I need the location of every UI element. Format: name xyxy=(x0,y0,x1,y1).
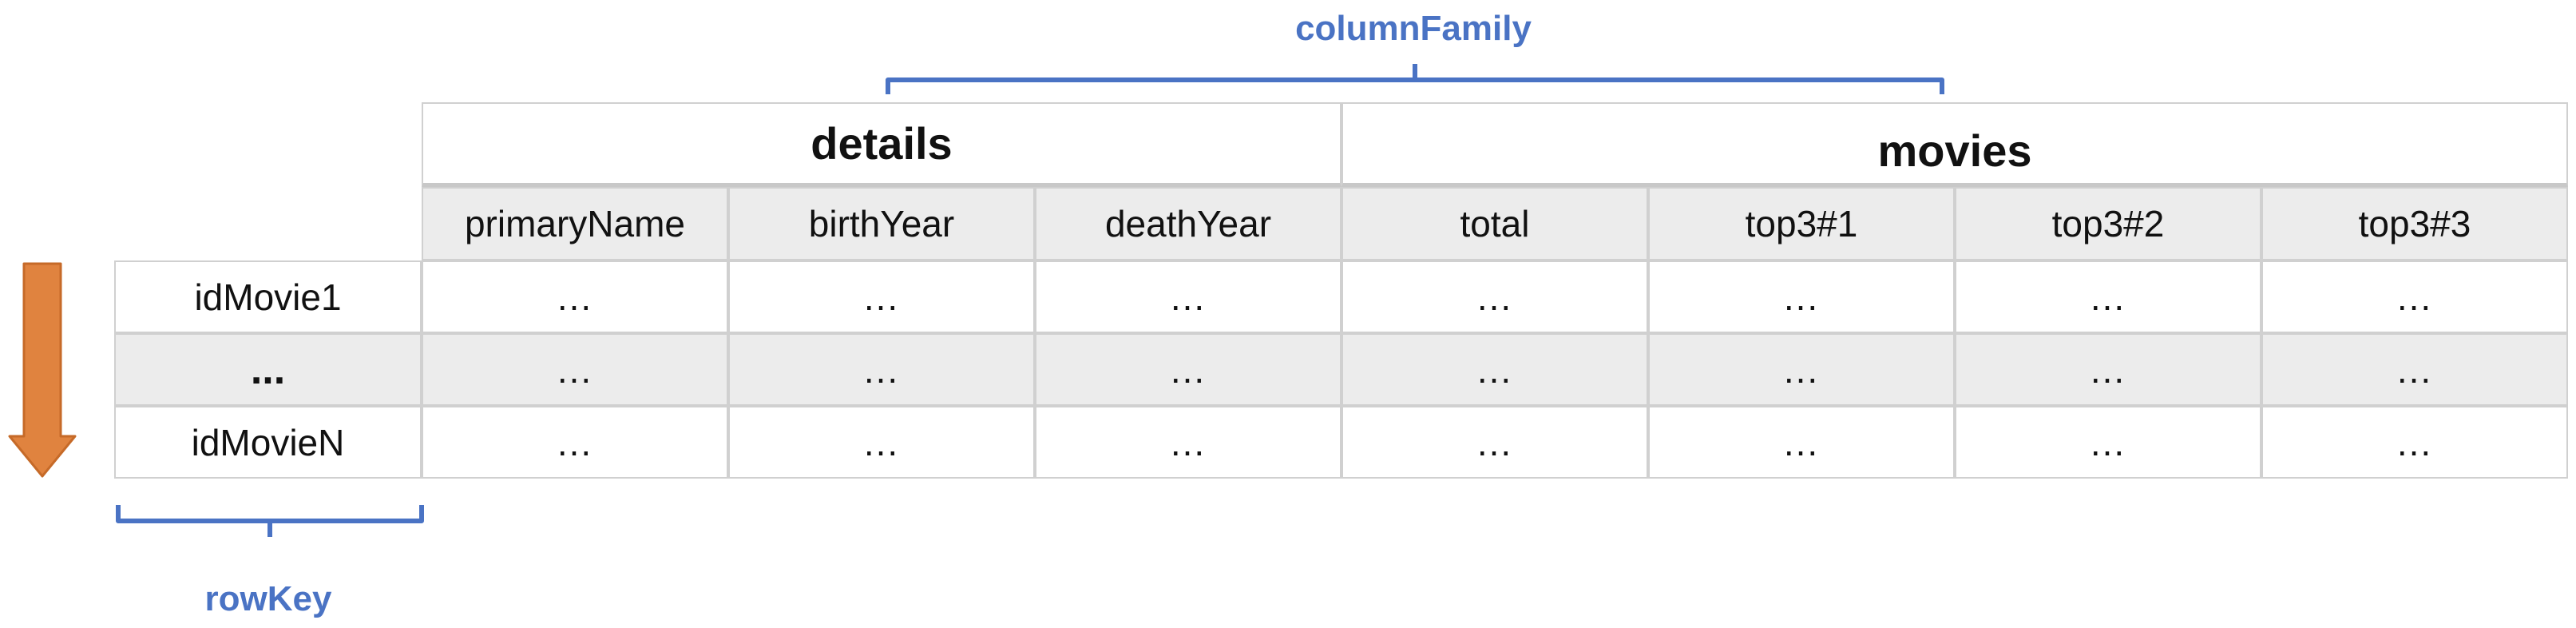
table-cell: ... xyxy=(1035,260,1342,333)
table-cell: ... xyxy=(1342,406,1648,479)
row-key-cell: ... xyxy=(114,333,422,406)
table-cell: ... xyxy=(1955,260,2261,333)
table-cell: ... xyxy=(1648,333,1955,406)
table-cell: ... xyxy=(2261,260,2568,333)
column-header: total xyxy=(1342,187,1648,260)
table-cell: ... xyxy=(422,260,728,333)
column-family-label: columnFamily xyxy=(1295,9,1532,48)
table-cell: ... xyxy=(728,260,1035,333)
row-key-label: rowKey xyxy=(204,579,332,618)
column-header: deathYear xyxy=(1035,187,1342,260)
column-header: birthYear xyxy=(728,187,1035,260)
table-cell: ... xyxy=(2261,406,2568,479)
column-header: top3#2 xyxy=(1955,187,2261,260)
column-header: top3#3 xyxy=(2261,187,2568,260)
column-header: top3#1 xyxy=(1648,187,1955,260)
table-cell: ... xyxy=(1648,406,1955,479)
column-family-header-details: details xyxy=(422,102,1342,187)
table-cell: ... xyxy=(422,333,728,406)
table-cell: ... xyxy=(1648,260,1955,333)
table-cell: ... xyxy=(1342,260,1648,333)
table-cell: ... xyxy=(1035,406,1342,479)
table-cell: ... xyxy=(422,406,728,479)
row-key-bracket xyxy=(116,505,424,537)
row-key-cell: idMovieN xyxy=(114,406,422,479)
table-cell: ... xyxy=(1035,333,1342,406)
column-family-header-movies: movies xyxy=(1342,102,2568,187)
table-cell: ... xyxy=(728,406,1035,479)
table-cell: ... xyxy=(1955,333,2261,406)
table-cell: ... xyxy=(2261,333,2568,406)
table-cell: ... xyxy=(1342,333,1648,406)
down-arrow-icon xyxy=(8,262,77,478)
column-family-bracket xyxy=(886,64,1944,94)
table-cell: ... xyxy=(728,333,1035,406)
column-header: primaryName xyxy=(422,187,728,260)
row-key-cell: idMovie1 xyxy=(114,260,422,333)
table-cell: ... xyxy=(1955,406,2261,479)
